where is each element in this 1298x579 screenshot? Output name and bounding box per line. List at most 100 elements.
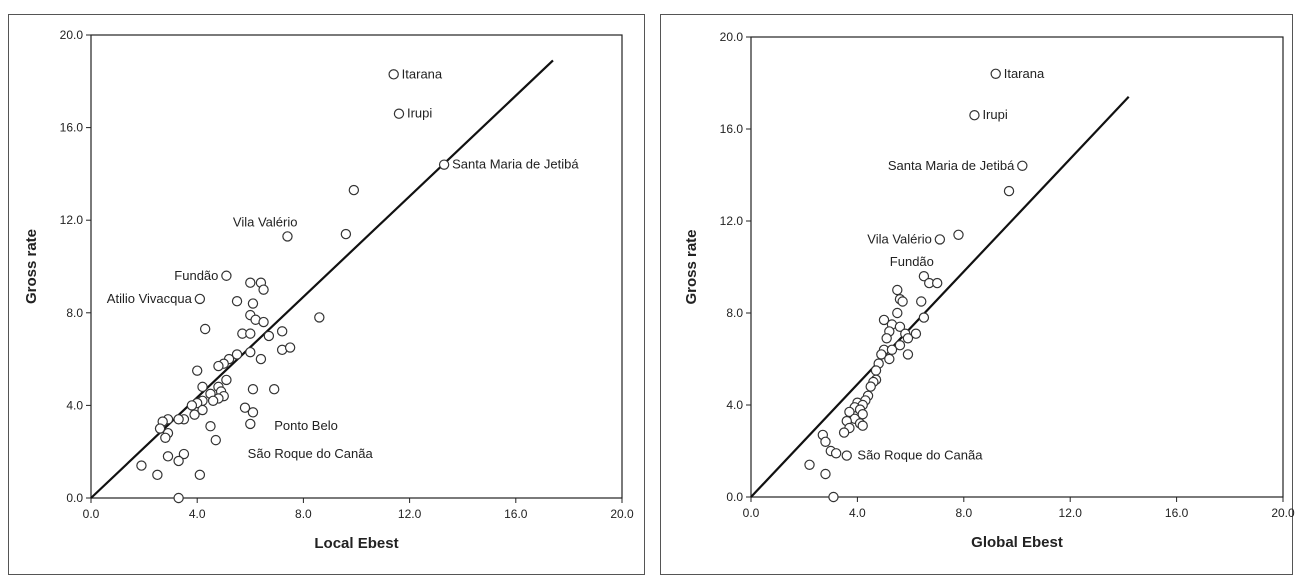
data-point bbox=[828, 491, 839, 503]
data-point bbox=[194, 469, 206, 481]
point-annotation: Santa Maria de Jetibá bbox=[452, 157, 579, 172]
x-axis-label: Local Ebest bbox=[314, 535, 398, 552]
point-annotation: São Roque do Canãa bbox=[248, 446, 374, 461]
data-point bbox=[1003, 185, 1015, 197]
data-point bbox=[844, 406, 855, 418]
data-point bbox=[162, 451, 174, 462]
data-point bbox=[910, 328, 922, 339]
data-point bbox=[990, 68, 1001, 80]
plot-area bbox=[90, 34, 623, 499]
data-point bbox=[892, 284, 903, 296]
x-tick-label: 8.0 bbox=[295, 507, 312, 521]
chart-frame bbox=[660, 14, 1293, 575]
x-tick-label: 16.0 bbox=[1165, 506, 1189, 520]
data-point bbox=[173, 492, 184, 504]
data-point bbox=[263, 330, 275, 342]
data-point bbox=[314, 312, 325, 323]
data-point bbox=[881, 333, 892, 344]
data-point bbox=[154, 423, 166, 434]
y-tick-label: 12.0 bbox=[720, 214, 744, 228]
x-tick-label: 0.0 bbox=[743, 506, 760, 520]
data-point bbox=[894, 321, 906, 332]
data-point bbox=[160, 432, 171, 444]
y-tick-label: 0.0 bbox=[66, 491, 83, 505]
data-point bbox=[136, 460, 147, 471]
data-point bbox=[876, 349, 887, 360]
x-axis-label: Global Ebest bbox=[971, 534, 1063, 551]
data-point bbox=[841, 450, 852, 461]
data-point bbox=[892, 307, 903, 319]
data-point bbox=[934, 234, 946, 245]
point-annotation: Fundão bbox=[890, 254, 934, 269]
data-point bbox=[199, 323, 211, 335]
x-tick-label: 12.0 bbox=[1059, 506, 1083, 520]
point-annotation: São Roque do Canãa bbox=[857, 448, 983, 463]
data-point bbox=[393, 108, 405, 119]
data-point bbox=[897, 296, 908, 307]
data-point bbox=[194, 293, 206, 305]
data-point bbox=[276, 326, 288, 337]
y-tick-label: 4.0 bbox=[726, 398, 743, 412]
data-point bbox=[231, 349, 243, 360]
data-point bbox=[173, 414, 184, 425]
y-tick-label: 8.0 bbox=[66, 306, 83, 320]
point-annotation: Ponto Belo bbox=[274, 418, 338, 433]
data-point bbox=[213, 360, 224, 372]
data-point bbox=[186, 400, 198, 411]
data-point bbox=[918, 312, 930, 323]
point-annotation: Irupi bbox=[407, 106, 432, 121]
data-point bbox=[878, 314, 890, 326]
data-point bbox=[245, 418, 256, 430]
data-point bbox=[282, 231, 293, 242]
data-point bbox=[245, 277, 256, 288]
point-annotation: Fundão bbox=[174, 268, 218, 283]
data-point bbox=[804, 459, 815, 470]
point-annotation: Santa Maria de Jetibá bbox=[888, 158, 1015, 173]
chart-local-ebest: 0.0 4.0 8.0 12.0 16.0 20.0 0.0 4.0 8.0 12.0 16.0 20… bbox=[8, 14, 645, 575]
chart-global-ebest: 0.0 4.0 8.0 12.0 16.0 20.0 0.0 4.0 8.0 12.0 16.0 20… bbox=[660, 14, 1295, 575]
data-point bbox=[247, 298, 259, 309]
data-point bbox=[258, 284, 269, 295]
y-tick-label: 20.0 bbox=[720, 30, 744, 44]
point-annotation: Vila Valério bbox=[867, 231, 932, 246]
data-point bbox=[239, 402, 251, 413]
data-point bbox=[916, 296, 927, 307]
data-point bbox=[205, 421, 216, 432]
data-point bbox=[857, 409, 868, 420]
data-point bbox=[857, 420, 868, 431]
y-tick-label: 20.0 bbox=[60, 28, 84, 42]
data-point bbox=[348, 184, 360, 196]
y-tick-label: 8.0 bbox=[726, 306, 743, 320]
x-tick-label: 16.0 bbox=[504, 507, 528, 521]
point-annotation: Itarana bbox=[1004, 66, 1045, 81]
y-axis-label: Gross rate bbox=[23, 229, 40, 304]
y-tick-label: 4.0 bbox=[66, 398, 83, 412]
data-point bbox=[258, 316, 269, 328]
data-point bbox=[820, 436, 831, 447]
data-point bbox=[918, 271, 930, 282]
x-tick-label: 8.0 bbox=[955, 506, 972, 520]
data-point bbox=[865, 381, 876, 392]
data-point bbox=[886, 344, 898, 355]
data-point bbox=[191, 365, 203, 376]
data-point bbox=[932, 277, 943, 289]
x-tick-label: 12.0 bbox=[398, 507, 422, 521]
point-annotation: Atilio Vivacqua bbox=[107, 291, 193, 306]
y-axis-label: Gross rate bbox=[683, 229, 700, 304]
x-tick-label: 20.0 bbox=[610, 507, 634, 521]
chart-frame bbox=[8, 14, 645, 575]
regression-line bbox=[90, 59, 554, 499]
data-point bbox=[1017, 160, 1028, 171]
point-annotation: Vila Valério bbox=[233, 214, 298, 229]
plot-area bbox=[750, 36, 1284, 498]
data-point bbox=[953, 229, 964, 240]
data-point bbox=[820, 468, 831, 480]
data-point bbox=[284, 342, 296, 353]
data-point bbox=[902, 333, 914, 344]
data-point bbox=[245, 346, 256, 358]
x-tick-label: 20.0 bbox=[1271, 506, 1295, 520]
x-tick-label: 0.0 bbox=[83, 507, 100, 521]
x-tick-label: 4.0 bbox=[849, 506, 866, 520]
data-point bbox=[340, 228, 352, 240]
data-point bbox=[884, 353, 895, 365]
